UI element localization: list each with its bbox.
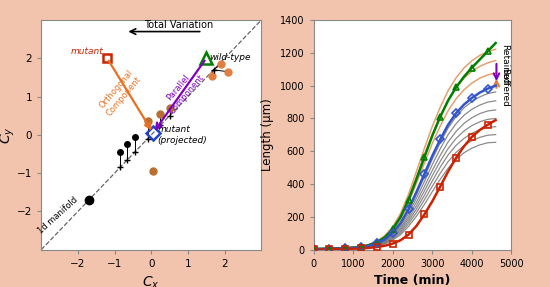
X-axis label: Time (min): Time (min) — [375, 274, 450, 287]
Text: Parallel
Component: Parallel Component — [160, 66, 206, 116]
Text: 1d manifold: 1d manifold — [36, 195, 79, 235]
Text: Total Variation: Total Variation — [144, 20, 213, 30]
Y-axis label: $C_y$: $C_y$ — [0, 126, 17, 144]
Text: Retained: Retained — [500, 44, 509, 85]
Text: Buffered: Buffered — [500, 68, 509, 107]
Text: wild-type: wild-type — [209, 53, 251, 62]
Text: Orthogonal
Component: Orthogonal Component — [97, 68, 143, 118]
Text: mutant: mutant — [71, 47, 103, 56]
Text: mutant
(projected): mutant (projected) — [157, 125, 207, 145]
Y-axis label: Length (µm): Length (µm) — [261, 98, 274, 171]
X-axis label: $C_x$: $C_x$ — [142, 274, 160, 287]
